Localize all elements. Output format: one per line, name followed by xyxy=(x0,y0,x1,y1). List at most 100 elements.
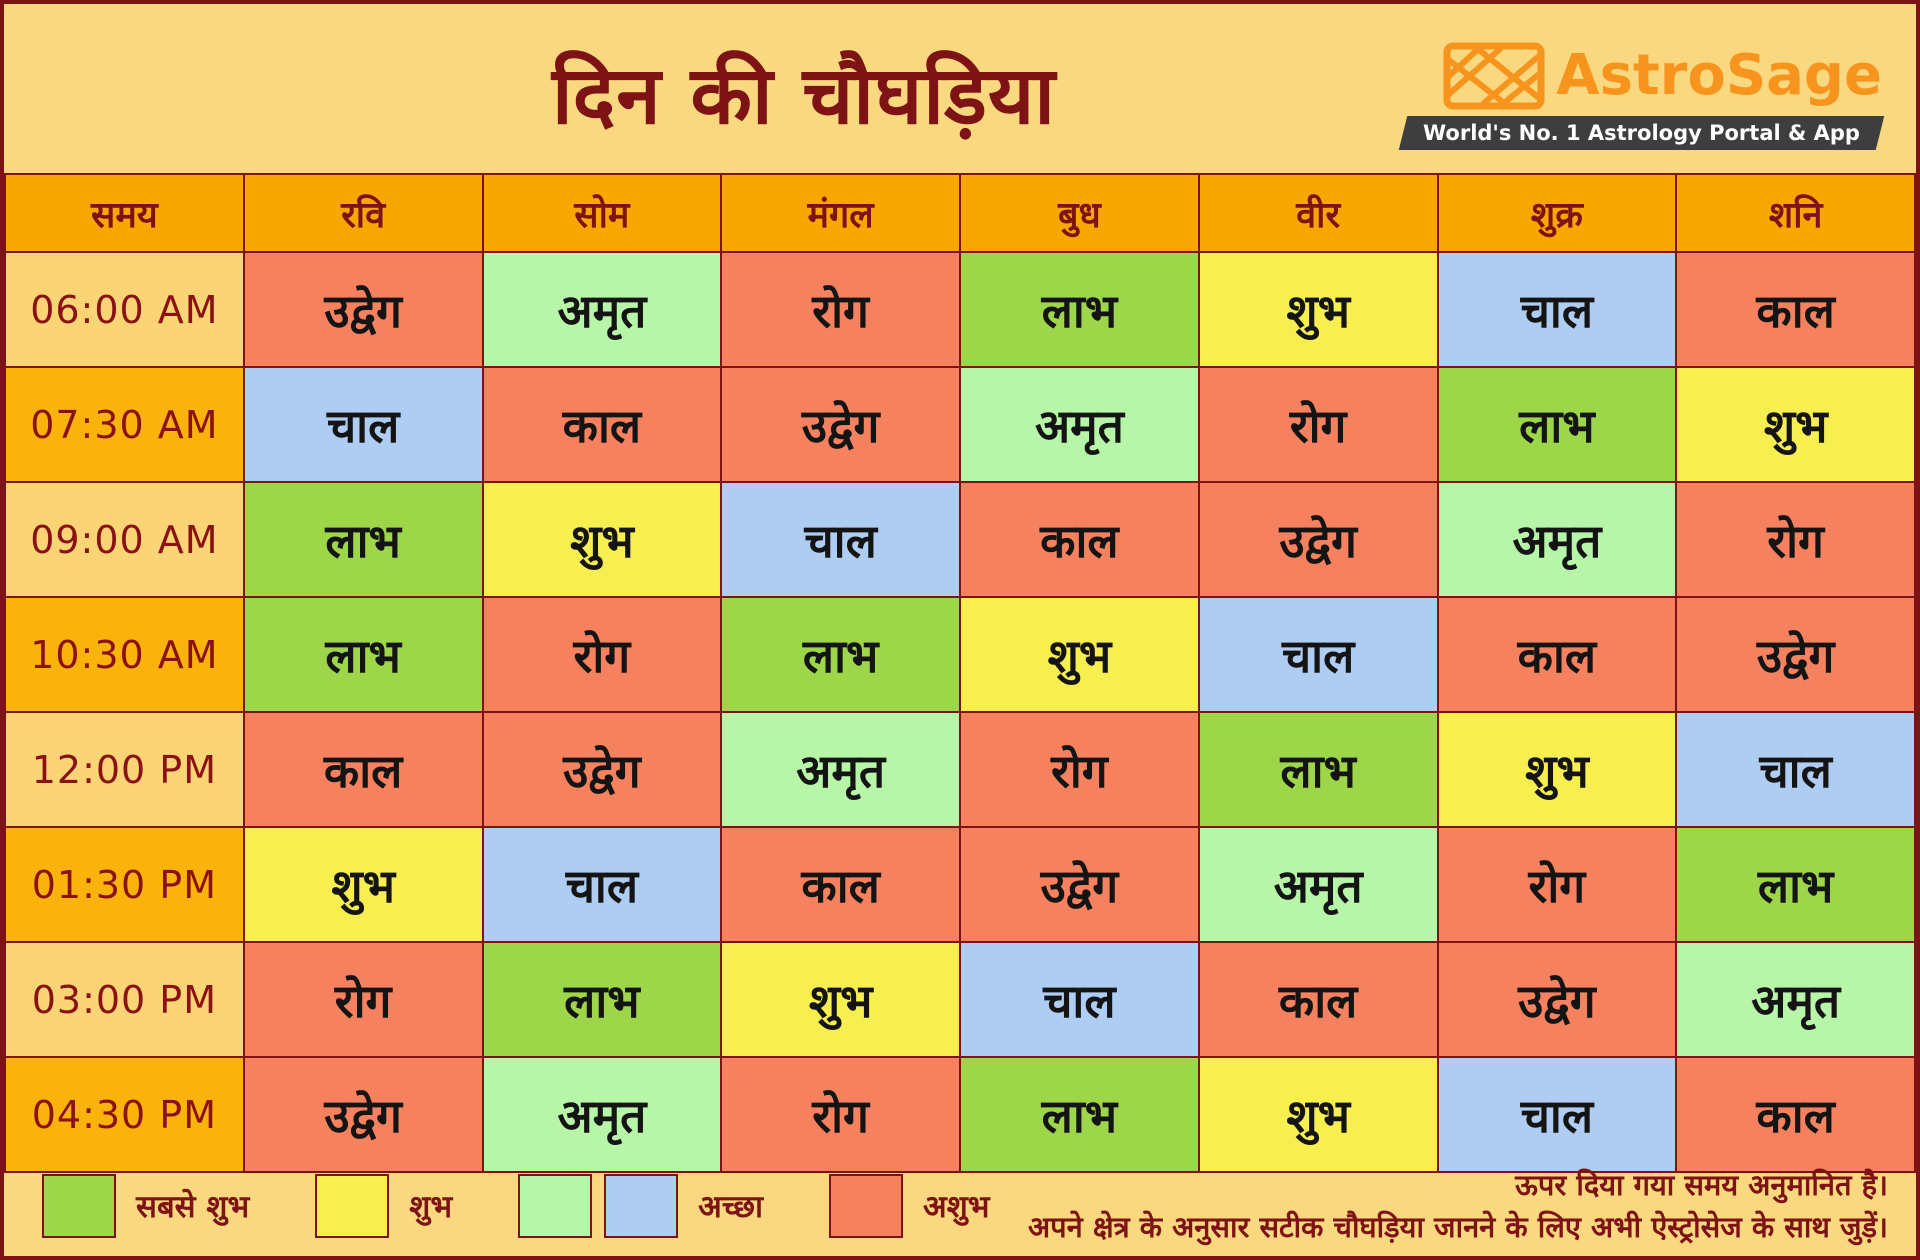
choghadiya-cell: रोग xyxy=(242,941,484,1058)
choghadiya-cell: उद्वेग xyxy=(242,251,484,368)
footnote-line: ऊपर दिया गया समय अनुमानित है। xyxy=(1515,1168,1888,1202)
footer: सबसे शुभ शुभ अच्छा अशुभ ऊपर दिया गया समय अन… xyxy=(4,1156,1916,1256)
table-row: 04:30 PM उद्वेग अमृत रोग लाभ शुभ चाल काल xyxy=(4,1056,1916,1173)
choghadiya-cell: उद्वेग xyxy=(1675,596,1916,713)
table-row: 07:30 AM चाल काल उद्वेग अमृत रोग लाभ शुभ xyxy=(4,366,1916,483)
legend-item: अच्छा xyxy=(518,1174,763,1238)
choghadiya-cell: रोग xyxy=(1197,366,1439,483)
column-header-day: शुक्र xyxy=(1436,173,1678,253)
legend-label: शुभ xyxy=(409,1189,453,1225)
choghadiya-cell: शुभ xyxy=(1436,711,1678,828)
choghadiya-cell: उद्वेग xyxy=(1436,941,1678,1058)
choghadiya-cell: लाभ xyxy=(1436,366,1678,483)
legend-item: अशुभ xyxy=(829,1174,990,1238)
choghadiya-cell: काल xyxy=(720,826,961,943)
choghadiya-cell: उद्वेग xyxy=(959,826,1200,943)
table-body: 06:00 AM उद्वेग अमृत रोग लाभ शुभ चाल काल 07:30 A… xyxy=(4,251,1916,1173)
choghadiya-cell: काल xyxy=(481,366,723,483)
choghadiya-cell: लाभ xyxy=(242,481,484,598)
time-cell: 06:00 AM xyxy=(4,251,245,368)
footnotes: ऊपर दिया गया समय अनुमानित है। अपने क्षेत्… xyxy=(1028,1164,1888,1248)
time-cell: 03:00 PM xyxy=(4,941,245,1058)
choghadiya-cell: रोग xyxy=(1436,826,1678,943)
choghadiya-cell: काल xyxy=(1197,941,1439,1058)
choghadiya-cell: चाल xyxy=(1675,711,1916,828)
column-header-day: मंगल xyxy=(720,173,961,253)
choghadiya-cell: अमृत xyxy=(1675,941,1916,1058)
choghadiya-cell: रोग xyxy=(720,1056,961,1173)
legend-swatch-achha_green xyxy=(518,1174,593,1238)
choghadiya-cell: शुभ xyxy=(959,596,1200,713)
choghadiya-cell: शुभ xyxy=(1197,1056,1439,1173)
choghadiya-cell: अमृत xyxy=(1197,826,1439,943)
choghadiya-cell: चाल xyxy=(481,826,723,943)
table-row: 10:30 AM लाभ रोग लाभ शुभ चाल काल उद्वेग xyxy=(4,596,1916,713)
legend-swatch-shubh xyxy=(315,1174,390,1238)
choghadiya-cell: शुभ xyxy=(1197,251,1439,368)
time-cell: 10:30 AM xyxy=(4,596,245,713)
legend-label: अच्छा xyxy=(698,1189,764,1225)
choghadiya-cell: अमृत xyxy=(959,366,1200,483)
legend: सबसे शुभ शुभ अच्छा अशुभ xyxy=(42,1156,990,1256)
choghadiya-cell: लाभ xyxy=(242,596,484,713)
legend-label: अशुभ xyxy=(923,1189,990,1225)
choghadiya-cell: शुभ xyxy=(242,826,484,943)
astrosage-logo: AstroSage World's No. 1 Astrology Portal… xyxy=(1398,40,1885,150)
table-row: 03:00 PM रोग लाभ शुभ चाल काल उद्वेग अमृत xyxy=(4,941,1916,1058)
choghadiya-cell: उद्वेग xyxy=(242,1056,484,1173)
choghadiya-cell: चाल xyxy=(720,481,961,598)
legend-swatch-ashubh xyxy=(829,1174,904,1238)
choghadiya-cell: रोग xyxy=(720,251,961,368)
choghadiya-cell: चाल xyxy=(1436,251,1678,368)
astrosage-wordmark: AstroSage xyxy=(1556,43,1882,108)
column-header-day: शनि xyxy=(1675,173,1916,253)
footnote-line: अपने क्षेत्र के अनुसार सटीक चौघड़िया जान… xyxy=(1028,1210,1888,1244)
astrosage-weave-icon xyxy=(1442,40,1546,112)
time-cell: 01:30 PM xyxy=(4,826,245,943)
legend-label: सबसे शुभ xyxy=(136,1189,250,1225)
choghadiya-cell: लाभ xyxy=(1197,711,1439,828)
choghadiya-cell: लाभ xyxy=(1675,826,1916,943)
choghadiya-cell: अमृत xyxy=(720,711,961,828)
choghadiya-cell: लाभ xyxy=(720,596,961,713)
table-row: 06:00 AM उद्वेग अमृत रोग लाभ शुभ चाल काल xyxy=(4,251,1916,368)
choghadiya-cell: लाभ xyxy=(959,251,1200,368)
column-header-day: सोम xyxy=(481,173,723,253)
legend-item: शुभ xyxy=(315,1174,452,1238)
table-row: 12:00 PM काल उद्वेग अमृत रोग लाभ शुभ चाल xyxy=(4,711,1916,828)
choghadiya-cell: अमृत xyxy=(1436,481,1678,598)
choghadiya-cell: काल xyxy=(959,481,1200,598)
column-header-day: वीर xyxy=(1197,173,1439,253)
legend-swatch-achha_blue xyxy=(604,1174,679,1238)
column-header-day: रवि xyxy=(242,173,484,253)
choghadiya-cell: लाभ xyxy=(481,941,723,1058)
time-cell: 09:00 AM xyxy=(4,481,245,598)
choghadiya-cell: काल xyxy=(1675,1056,1916,1173)
choghadiya-table: समय रवि सोम मंगल बुध वीर शुक्र शनि 06:00 AM उद्व… xyxy=(4,173,1916,1173)
choghadiya-cell: चाल xyxy=(1436,1056,1678,1173)
choghadiya-cell: लाभ xyxy=(959,1056,1200,1173)
logo-tagline-banner: World's No. 1 Astrology Portal & App xyxy=(1398,116,1885,150)
choghadiya-cell: अमृत xyxy=(481,251,723,368)
table-header: समय रवि सोम मंगल बुध वीर शुक्र शनि xyxy=(4,173,1916,253)
table-row: 01:30 PM शुभ चाल काल उद्वेग अमृत रोग लाभ xyxy=(4,826,1916,943)
legend-swatch-sabse_shubh xyxy=(42,1174,116,1238)
choghadiya-cell: रोग xyxy=(1675,481,1916,598)
time-cell: 12:00 PM xyxy=(4,711,245,828)
choghadiya-cell: चाल xyxy=(959,941,1200,1058)
legend-item: सबसे शुभ xyxy=(42,1174,249,1238)
choghadiya-cell: शुभ xyxy=(481,481,723,598)
choghadiya-cell: काल xyxy=(1675,251,1916,368)
page-title: दिन की चौघड़िया xyxy=(552,48,1056,142)
choghadiya-cell: काल xyxy=(1436,596,1678,713)
time-cell: 04:30 PM xyxy=(4,1056,245,1173)
choghadiya-cell: अमृत xyxy=(481,1056,723,1173)
choghadiya-cell: काल xyxy=(242,711,484,828)
choghadiya-cell: उद्वेग xyxy=(481,711,723,828)
choghadiya-cell: शुभ xyxy=(720,941,961,1058)
choghadiya-cell: उद्वेग xyxy=(1197,481,1439,598)
time-cell: 07:30 AM xyxy=(4,366,245,483)
column-header-day: बुध xyxy=(959,173,1200,253)
table-row: 09:00 AM लाभ शुभ चाल काल उद्वेग अमृत रोग xyxy=(4,481,1916,598)
